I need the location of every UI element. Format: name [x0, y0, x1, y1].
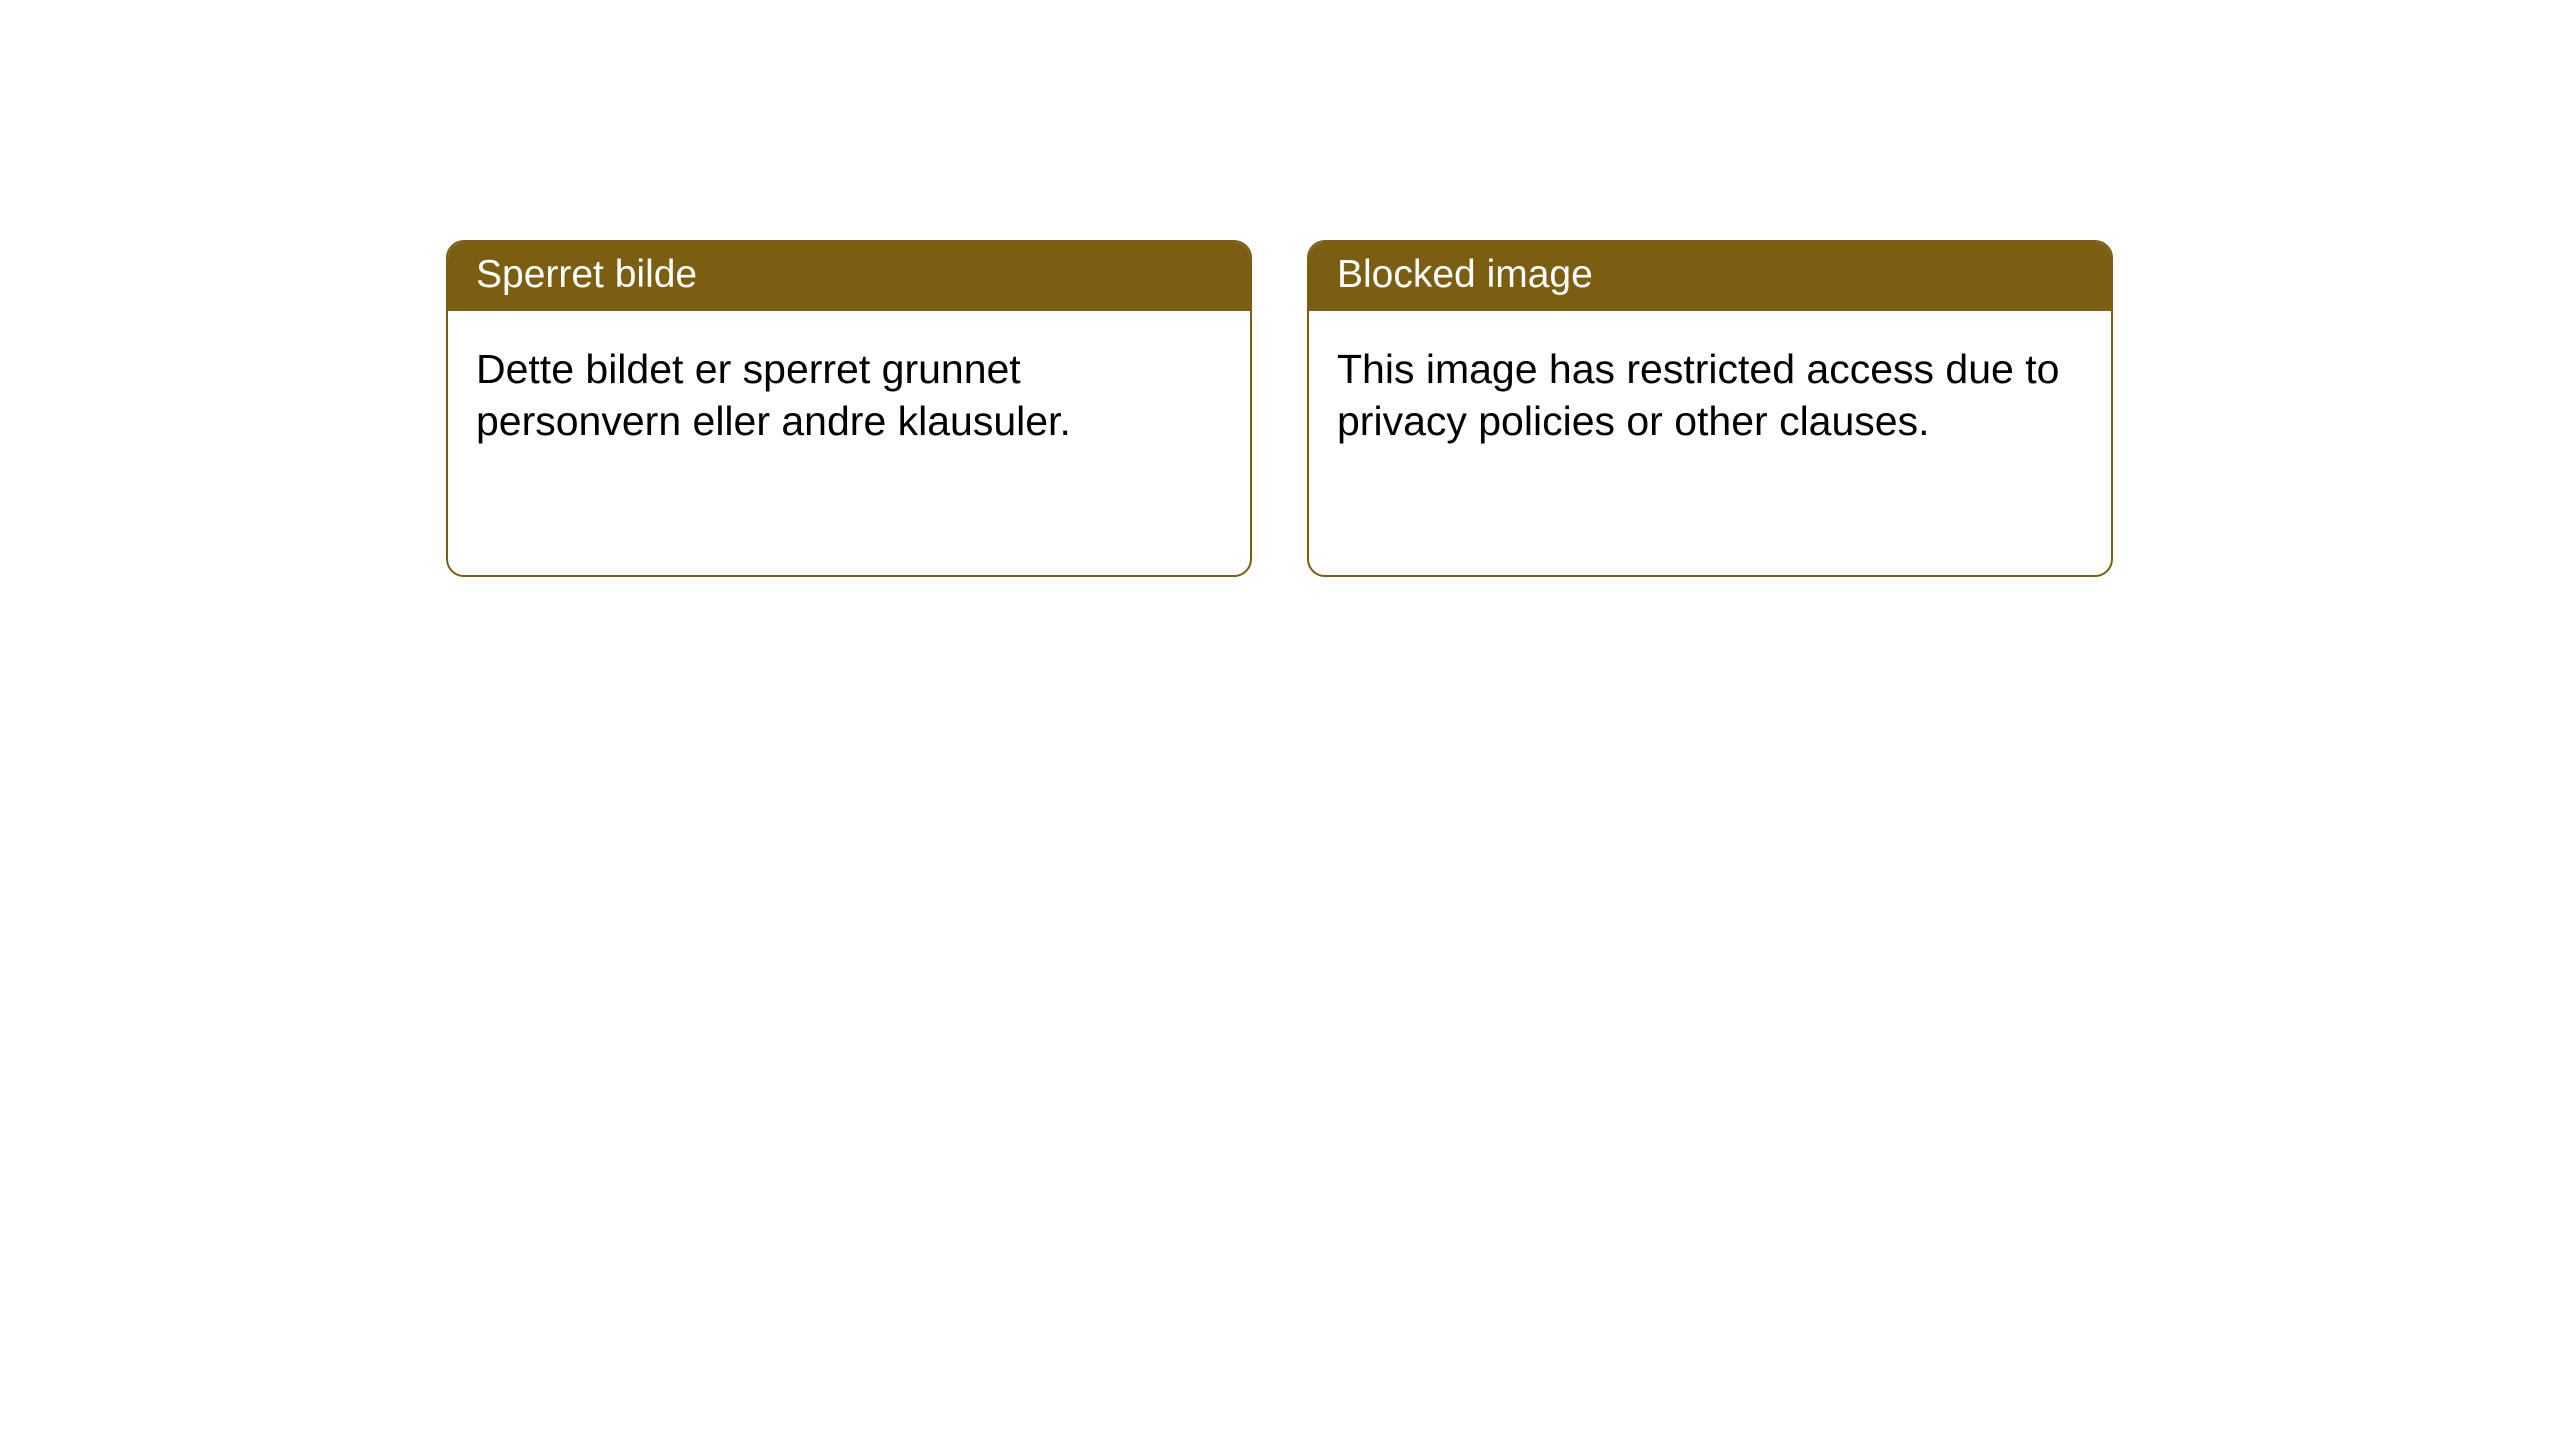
- notice-text-english: This image has restricted access due to …: [1337, 346, 2059, 444]
- notice-header-norwegian: Sperret bilde: [448, 242, 1250, 311]
- notice-body-english: This image has restricted access due to …: [1309, 311, 2111, 480]
- notice-title-english: Blocked image: [1337, 253, 1593, 296]
- notice-header-english: Blocked image: [1309, 242, 2111, 311]
- notice-card-english: Blocked image This image has restricted …: [1307, 240, 2113, 577]
- notice-card-norwegian: Sperret bilde Dette bildet er sperret gr…: [446, 240, 1252, 577]
- notice-title-norwegian: Sperret bilde: [476, 253, 697, 296]
- notice-container: Sperret bilde Dette bildet er sperret gr…: [446, 240, 2113, 577]
- notice-text-norwegian: Dette bildet er sperret grunnet personve…: [476, 346, 1071, 444]
- notice-body-norwegian: Dette bildet er sperret grunnet personve…: [448, 311, 1250, 480]
